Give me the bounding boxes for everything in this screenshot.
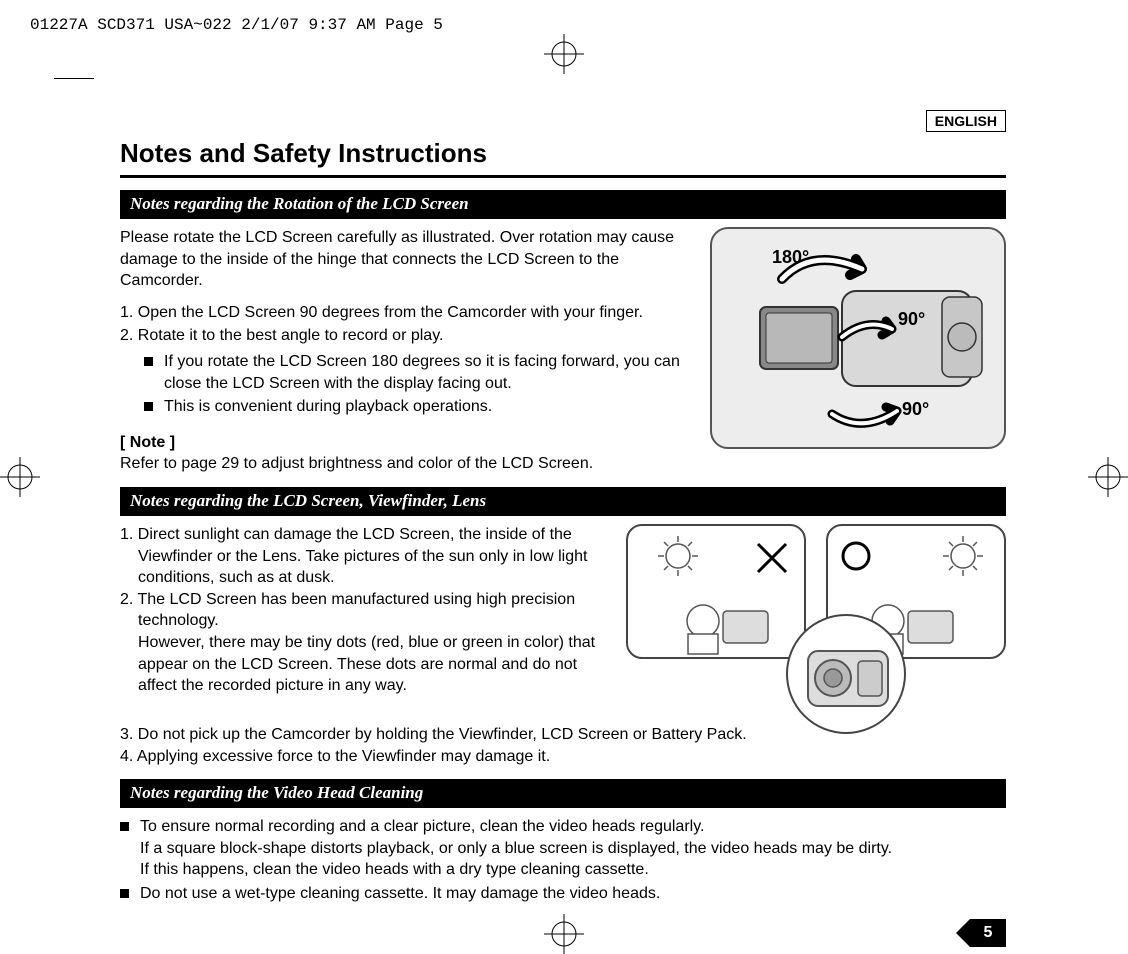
- section3-bullet-1b: If a square block-shape distorts playbac…: [140, 840, 892, 857]
- section3-bullet-1: To ensure normal recording and a clear p…: [120, 816, 1006, 881]
- figure-camcorder-rotation: 180° 90° 90°: [710, 227, 1006, 449]
- page-content: ENGLISH Notes and Safety Instructions No…: [120, 110, 1006, 947]
- section3-bullet-2: Do not use a wet-type cleaning cassette.…: [120, 883, 1006, 905]
- section1-body: Please rotate the LCD Screen carefully a…: [120, 227, 692, 475]
- print-crop-header: 01227A SCD371 USA~022 2/1/07 9:37 AM Pag…: [30, 16, 443, 34]
- section1-bullet-1: If you rotate the LCD Screen 180 degrees…: [144, 351, 692, 394]
- section2-item-2a: 2. The LCD Screen has been manufactured …: [120, 589, 608, 632]
- figure-sunlight-bad: [626, 524, 806, 659]
- section1-bullet-2: This is convenient during playback opera…: [144, 396, 692, 418]
- section1-note-body: Refer to page 29 to adjust brightness an…: [120, 453, 692, 475]
- section1-item-2: 2. Rotate it to the best angle to record…: [120, 325, 692, 347]
- figure-label-90b: 90°: [902, 399, 929, 420]
- section1-intro: Please rotate the LCD Screen carefully a…: [120, 227, 692, 292]
- section1-heading: Notes regarding the Rotation of the LCD …: [120, 190, 1006, 219]
- section1-note-head: [ Note ]: [120, 432, 692, 454]
- figure-label-180: 180°: [772, 247, 809, 268]
- section3-bullet-1a: To ensure normal recording and a clear p…: [140, 818, 704, 835]
- figure-sunlight: [626, 524, 1006, 724]
- section3-heading: Notes regarding the Video Head Cleaning: [120, 779, 1006, 808]
- language-indicator: ENGLISH: [926, 110, 1006, 132]
- section2-item-4: 4. Applying excessive force to the Viewf…: [120, 746, 1006, 768]
- section2-heading: Notes regarding the LCD Screen, Viewfind…: [120, 487, 1006, 516]
- corner-rule: [54, 78, 94, 79]
- crop-mark-top: [544, 34, 584, 74]
- section2-item-2b: However, there may be tiny dots (red, bl…: [120, 632, 608, 697]
- crop-mark-left: [0, 457, 40, 497]
- page-title: Notes and Safety Instructions: [120, 138, 1006, 169]
- section2-body: 1. Direct sunlight can damage the LCD Sc…: [120, 524, 608, 697]
- section3-body: To ensure normal recording and a clear p…: [120, 816, 1006, 904]
- title-underline: [120, 175, 1006, 178]
- section3-bullet-1c: If this happens, clean the video heads w…: [140, 861, 649, 878]
- figure-camcorder-lens: [786, 614, 906, 734]
- camcorder-illustration: [712, 229, 1008, 451]
- page-number: 5: [970, 919, 1006, 947]
- section1-item-1: 1. Open the LCD Screen 90 degrees from t…: [120, 302, 692, 324]
- crop-mark-right: [1088, 457, 1128, 497]
- section2-item-1: 1. Direct sunlight can damage the LCD Sc…: [120, 524, 608, 589]
- figure-label-90a: 90°: [898, 309, 925, 330]
